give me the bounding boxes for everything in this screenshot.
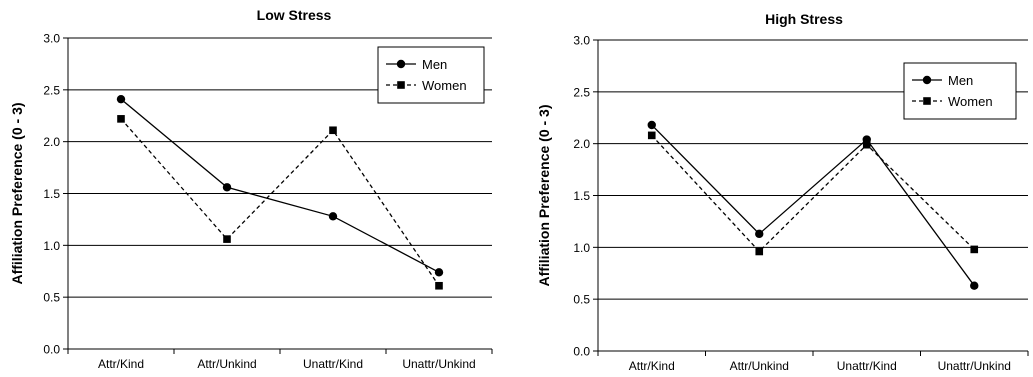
y-tick-label: 1.5	[43, 187, 60, 201]
series-line-women	[651, 134, 975, 253]
data-point-men	[222, 183, 232, 192]
data-point-men	[116, 94, 126, 104]
y-tick-label: 3.0	[43, 32, 60, 46]
legend-marker	[396, 59, 406, 69]
chart-title: Low Stress	[257, 7, 332, 23]
data-point-men	[328, 212, 338, 221]
series-line-women	[120, 118, 440, 287]
data-point-women	[755, 247, 764, 256]
chart-panel-2: High Stress Affiliation Preference (0 - 3…	[536, 11, 1029, 373]
legend-marker	[922, 75, 932, 85]
data-point-men	[434, 268, 444, 277]
legend-label-women: Women	[948, 94, 993, 109]
x-tick-label: Unattr/Unkind	[402, 357, 475, 371]
data-point-men	[647, 120, 656, 130]
legend-box	[377, 46, 485, 104]
x-tick-label: Unattr/Kind	[303, 357, 363, 371]
y-tick-label: 1.0	[573, 241, 590, 255]
data-point-women	[223, 235, 231, 243]
legend-box	[903, 62, 1017, 120]
data-point-men	[970, 281, 979, 290]
x-tick-label: Attr/Kind	[629, 359, 675, 373]
y-tick-label: 2.0	[573, 137, 590, 151]
legend-marker	[397, 81, 405, 89]
y-tick-label: 0.5	[43, 291, 60, 305]
legend: Men Women	[903, 62, 1017, 120]
data-point-women	[862, 140, 871, 149]
x-tick-label: Unattr/Unkind	[938, 359, 1011, 373]
x-tick-label: Attr/Unkind	[730, 359, 789, 373]
chart-panel-1: Low Stress Affiliation Preference (0 - 3)…	[9, 7, 493, 371]
y-tick-label: 0.5	[573, 293, 590, 307]
data-point-men	[755, 229, 764, 239]
y-tick-label: 1.0	[43, 239, 60, 253]
legend: Men Women	[377, 46, 485, 104]
y-tick-label: 2.0	[43, 135, 60, 149]
y-tick-label: 0.0	[573, 345, 590, 359]
data-point-women	[970, 245, 979, 254]
x-tick-label: Attr/Unkind	[197, 357, 256, 371]
series-line-men	[120, 98, 440, 273]
chart-title: High Stress	[765, 11, 843, 27]
data-point-women	[435, 281, 443, 290]
y-tick-label: 2.5	[43, 83, 60, 97]
y-axis-label: Affiliation Preference (0 - 3)	[536, 104, 552, 286]
y-axis-label: Affiliation Preference (0 - 3)	[9, 102, 25, 284]
x-tick-label: Unattr/Kind	[837, 359, 897, 373]
x-tick-label: Attr/Kind	[98, 357, 144, 371]
y-tick-label: 3.0	[573, 34, 590, 48]
legend-label-women: Women	[422, 78, 467, 93]
legend-label-men: Men	[422, 57, 447, 72]
legend-marker	[923, 97, 931, 105]
series-line-men	[651, 124, 975, 287]
legend-label-men: Men	[948, 73, 973, 88]
data-point-women	[117, 115, 125, 123]
data-point-women	[329, 126, 337, 135]
y-tick-label: 2.5	[573, 85, 590, 99]
y-tick-label: 0.0	[43, 343, 60, 357]
data-point-women	[647, 131, 656, 140]
y-tick-label: 1.5	[573, 189, 590, 203]
